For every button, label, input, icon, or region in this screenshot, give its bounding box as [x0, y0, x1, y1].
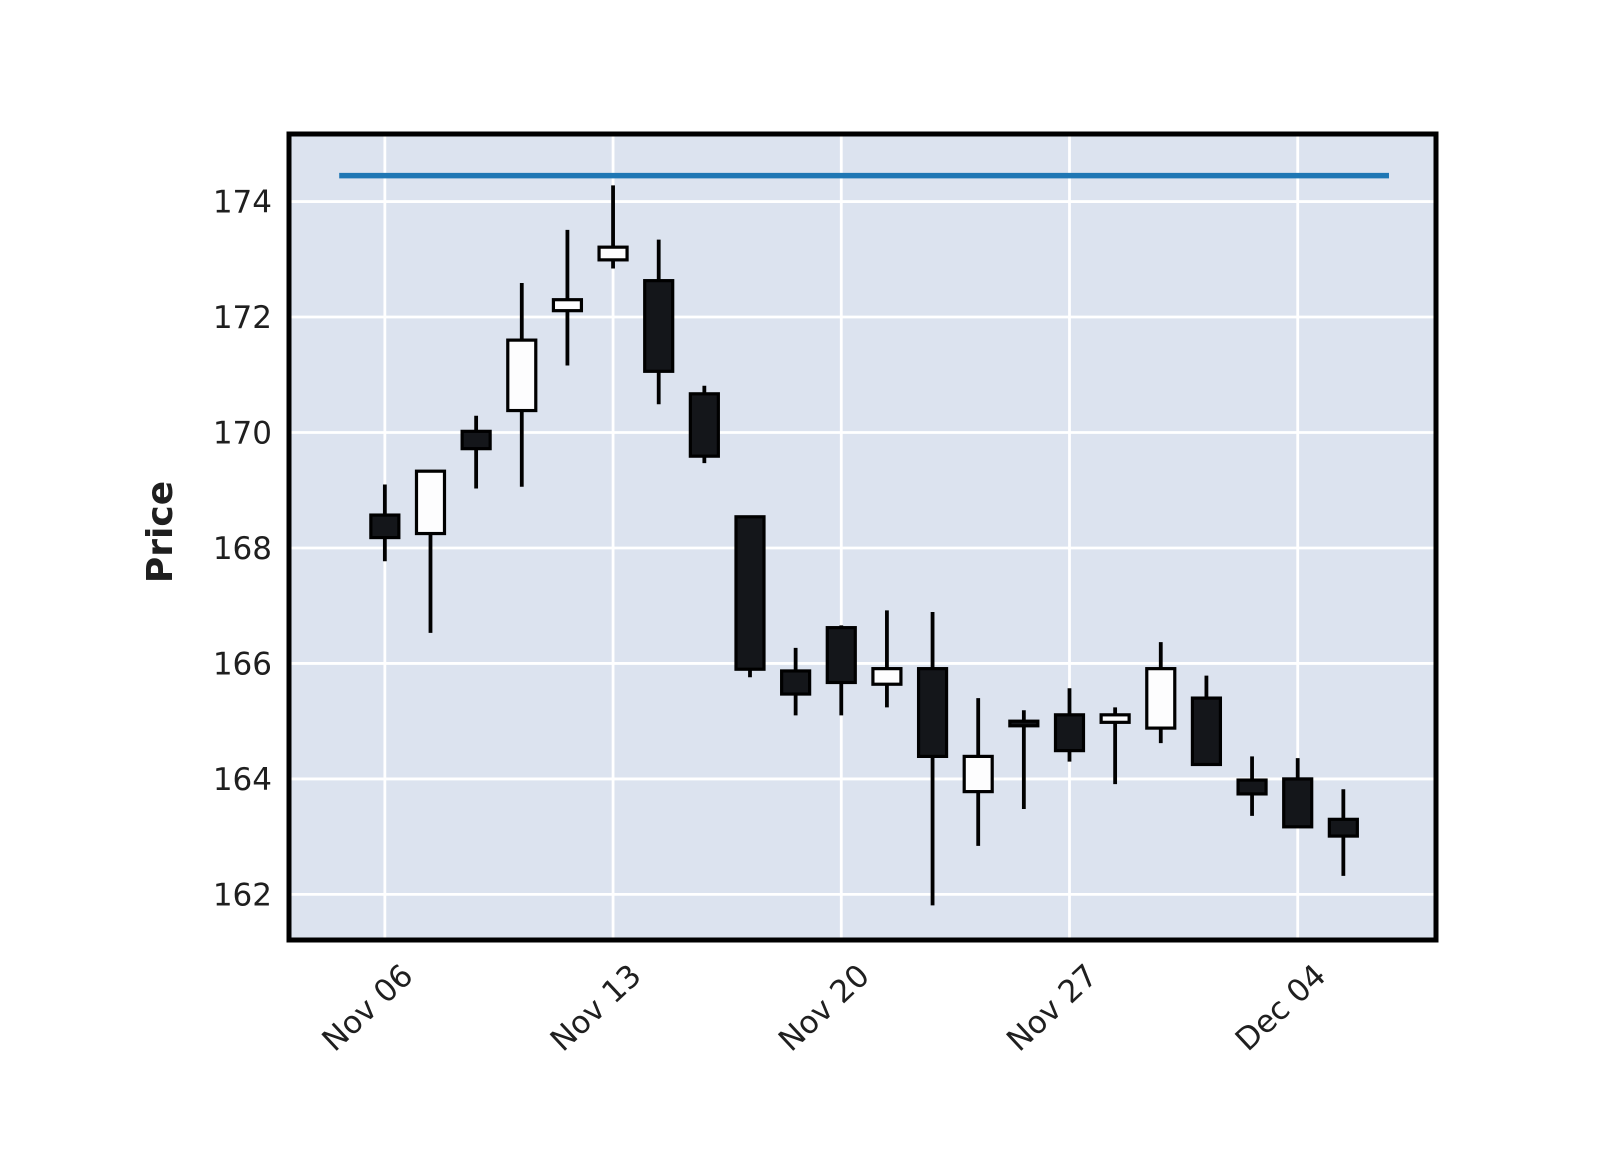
candle-nov-15	[688, 385, 720, 464]
candle-body	[825, 626, 857, 685]
y-tick-label: 170	[213, 415, 272, 451]
candle-nov-21	[871, 610, 903, 708]
candle-body	[643, 279, 675, 373]
candle-nov-10	[551, 229, 584, 366]
plot-border-group	[286, 131, 1439, 943]
candle-nov-30	[1190, 675, 1223, 767]
candle-body	[597, 245, 629, 262]
plot-background	[289, 134, 1436, 940]
candle-dec-01	[1236, 756, 1268, 816]
y-tick-label: 168	[213, 531, 272, 567]
x-tick-label: Nov 20	[772, 958, 877, 1059]
candle-nov-14	[643, 239, 675, 405]
y-axis-title: Price	[140, 481, 181, 583]
candle-nov-20	[825, 625, 857, 716]
candle-body	[1053, 713, 1086, 753]
candle-body	[506, 338, 538, 413]
candle-nov-29	[1145, 642, 1177, 744]
y-tick-label: 164	[213, 762, 272, 798]
y-tick-label: 166	[213, 646, 272, 682]
candle-nov-06	[369, 484, 401, 562]
candle-body	[1190, 696, 1223, 767]
x-tick-label: Dec 04	[1229, 958, 1333, 1059]
candle-nov-17	[780, 647, 812, 716]
y-tick-label: 172	[213, 300, 272, 336]
x-tick-label: Nov 13	[544, 958, 649, 1059]
candles-group	[369, 185, 1359, 906]
candle-body	[551, 298, 584, 313]
y-tick-labels: 162 164 166 168 170 172 174	[213, 185, 272, 914]
candle-body	[1145, 667, 1177, 730]
candle-body	[460, 429, 492, 451]
candle-nov-22	[916, 612, 949, 906]
candle-body	[734, 515, 766, 671]
candle-nov-08	[460, 415, 492, 489]
candle-body	[369, 513, 401, 540]
candle-body	[1236, 778, 1268, 796]
candle-body	[1008, 719, 1040, 728]
candle-body	[688, 392, 720, 458]
candle-body	[1282, 777, 1314, 829]
candle-nov-24	[1008, 710, 1040, 809]
candle-nov-28	[1099, 707, 1131, 785]
candle-body	[1099, 713, 1131, 724]
candle-body	[1327, 817, 1359, 838]
candle-body	[414, 469, 447, 536]
candle-nov-16	[734, 515, 766, 678]
candle-nov-13	[597, 185, 629, 269]
candle-body	[962, 754, 994, 794]
x-tick-labels: Nov 06 Nov 13 Nov 20 Nov 27 Dec 04	[315, 958, 1333, 1059]
candle-body	[780, 669, 812, 696]
candle-dec-04	[1282, 758, 1314, 829]
candle-nov-27	[1053, 688, 1086, 762]
candle-nov-23	[962, 698, 994, 846]
y-tick-label: 174	[213, 185, 272, 221]
y-tick-label: 162	[213, 877, 272, 913]
candle-body	[916, 667, 949, 758]
x-tick-label: Nov 06	[315, 958, 420, 1059]
candle-nov-07	[414, 469, 447, 633]
grid-lines	[289, 134, 1436, 940]
candle-body	[871, 667, 903, 686]
candle-dec-05	[1327, 789, 1359, 876]
x-tick-label: Nov 27	[1000, 958, 1105, 1059]
candle-nov-09	[506, 282, 538, 487]
plot-border	[286, 131, 1439, 943]
